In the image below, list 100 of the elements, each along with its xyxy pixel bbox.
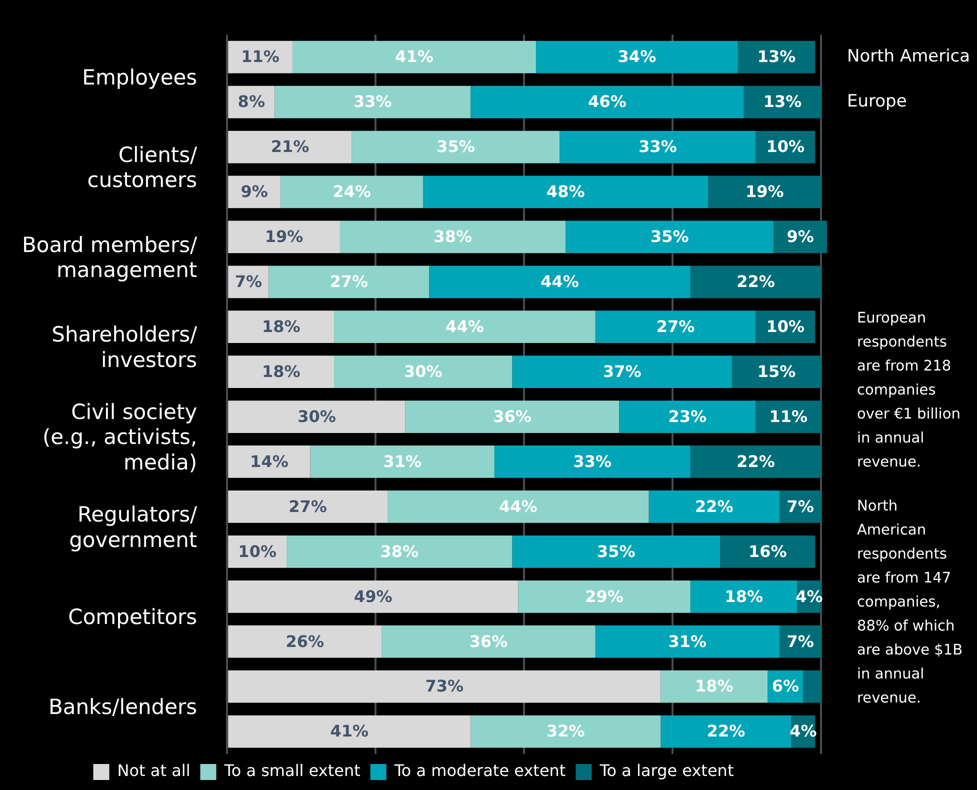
data-label: 18% [695,676,734,696]
data-label: 13% [757,47,796,66]
bar [660,715,792,748]
bar [512,535,720,568]
data-label: 26% [286,632,324,651]
data-label: 11% [769,406,808,426]
text: Europe [847,91,907,112]
data-label: 22% [736,452,775,471]
data-label: 13% [763,92,802,112]
bar [738,40,816,74]
data-label: 29% [585,586,624,606]
data-label: 34% [618,47,656,66]
bar [340,220,566,254]
legend-label: To a large extent [598,761,734,780]
bar [595,310,756,344]
bar [228,40,292,74]
data-label: 7% [786,632,814,651]
data-label: 44% [499,496,538,516]
data-label: 73% [425,676,464,696]
text: European respondents are from 218 companies over €1 billion in annual revenue. [857,310,960,471]
data-label: 8% [238,92,265,112]
data-label: 36% [493,406,532,426]
bar [228,446,310,478]
bar [690,266,822,298]
data-label: 11% [241,47,280,66]
bar [382,625,596,658]
data-label: 49% [354,586,392,606]
data-label: 27% [656,317,695,336]
bar [228,400,406,433]
data-label: 27% [330,272,368,292]
text: North America [847,46,970,67]
bar [595,625,780,658]
data-label: 22% [736,272,775,292]
bar [228,130,352,164]
bar [708,176,822,208]
data-label: 33% [353,92,392,112]
y-tick-label: Shareholders/ investors [52,322,198,372]
bar [803,670,822,703]
data-label: 16% [748,542,787,561]
data-label: 35% [597,542,636,561]
legend-label: To a small extent [223,761,360,780]
bar [470,715,661,748]
data-label: 10% [766,137,805,156]
bar [228,220,340,254]
data-label: 9% [240,182,268,202]
data-label: 18% [262,317,300,336]
data-label: 9% [786,227,814,246]
bar [228,715,471,748]
data-label: 7% [234,272,262,292]
data-label: 32% [546,722,585,741]
data-label: 46% [588,92,626,112]
data-label: 37% [602,362,642,381]
bar [228,310,334,344]
bar [619,400,756,433]
data-label: 19% [264,227,304,246]
data-label: 23% [668,406,707,426]
bar [690,446,822,478]
data-label: 48% [546,182,585,202]
data-label: 30% [298,406,336,426]
bar [774,220,827,254]
bar [660,670,768,703]
y-tick-label: Civil society (e.g., activists, media) [42,400,198,474]
data-label: 10% [766,317,805,336]
data-label: 30% [404,362,442,381]
legend-label: To a moderate extent [393,761,566,780]
bar [690,580,798,613]
bar [536,40,738,74]
data-label: 38% [380,542,419,561]
data-label: 44% [446,317,484,336]
data-label: 4% [790,722,817,741]
data-label: 35% [436,137,475,156]
bar [518,580,690,613]
y-tick-label: Competitors [68,605,198,630]
data-label: 44% [540,272,579,292]
bar [494,446,690,478]
data-label: 33% [638,137,677,156]
data-label: 21% [270,137,310,156]
data-label: 27% [288,496,327,516]
bar [512,356,732,388]
y-tick-label: Employees [82,66,198,90]
bar [405,400,620,433]
data-label: 24% [332,182,371,202]
bar [732,356,822,388]
data-label: 38% [434,227,472,246]
bar [268,266,430,298]
data-label: 41% [395,47,434,66]
bar [286,535,512,568]
y-tick-label: Regulators/ government [69,502,198,552]
bar [228,625,382,658]
bar [228,490,388,523]
data-label: 4% [796,586,823,606]
data-label: 35% [650,227,689,246]
y-tick-label: Clients/ customers [87,142,198,192]
legend-label: Not at all [117,761,190,780]
data-label: 22% [706,722,746,741]
bar [566,220,774,254]
data-label: 14% [250,452,288,471]
bar [387,490,649,523]
y-tick-label: Board members/ management [22,232,198,282]
bar [334,310,596,344]
